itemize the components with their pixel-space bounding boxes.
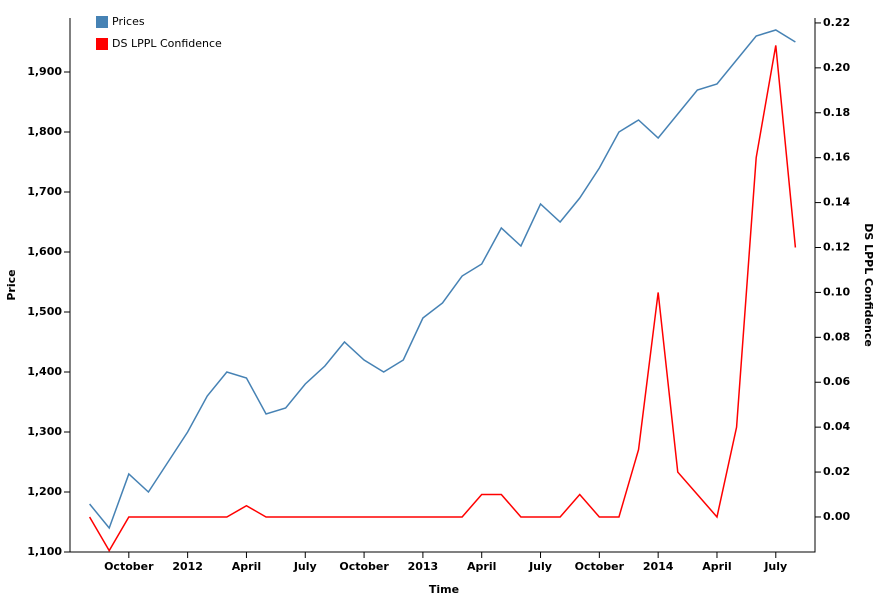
- legend-label: Prices: [112, 15, 145, 28]
- y-tick-label: 1,800: [27, 125, 62, 138]
- x-tick-label: 2012: [172, 560, 203, 573]
- series-line: [89, 29, 796, 530]
- series-line: [88, 45, 797, 553]
- y2-tick-label: 0.18: [823, 106, 850, 119]
- x-tick-label: 2013: [408, 560, 439, 573]
- axis-frame: [69, 18, 816, 553]
- y2-tick-label: 0.16: [823, 151, 850, 164]
- y2-tick-label: 0.00: [823, 510, 850, 523]
- x-tick-label: October: [104, 560, 154, 573]
- y2-tick-label: 0.22: [823, 16, 850, 29]
- y2-tick-label: 0.10: [823, 285, 850, 298]
- y-tick-label: 1,400: [27, 365, 62, 378]
- x-tick-label: April: [702, 560, 731, 573]
- x-tick-label: July: [763, 560, 787, 573]
- y-tick-label: 1,700: [27, 185, 62, 198]
- y2-tick-label: 0.14: [823, 196, 850, 209]
- x-tick-label: 2014: [643, 560, 674, 573]
- y-axis-title: Price: [5, 269, 18, 300]
- y2-tick-label: 0.04: [823, 420, 850, 433]
- x-tick-label: April: [232, 560, 261, 573]
- x-axis-title: Time: [429, 583, 459, 596]
- legend-swatch: [96, 38, 108, 50]
- y2-axis-title: DS LPPL Confidence: [862, 223, 875, 347]
- legend-swatch: [96, 16, 108, 28]
- y2-tick-label: 0.20: [823, 61, 850, 74]
- legend-label: DS LPPL Confidence: [112, 37, 222, 50]
- y-tick-label: 1,100: [27, 545, 62, 558]
- y2-tick-label: 0.02: [823, 465, 850, 478]
- x-tick-label: October: [339, 560, 389, 573]
- y-tick-label: 1,900: [27, 65, 62, 78]
- x-tick-label: July: [528, 560, 552, 573]
- y-tick-label: 1,200: [27, 485, 62, 498]
- y2-tick-label: 0.06: [823, 375, 850, 388]
- x-tick-label: April: [467, 560, 496, 573]
- y2-tick-label: 0.08: [823, 330, 850, 343]
- x-tick-label: October: [575, 560, 625, 573]
- y-tick-label: 1,600: [27, 245, 62, 258]
- x-tick-label: July: [293, 560, 317, 573]
- y-tick-label: 1,300: [27, 425, 62, 438]
- y2-tick-label: 0.12: [823, 240, 850, 253]
- y-tick-label: 1,500: [27, 305, 62, 318]
